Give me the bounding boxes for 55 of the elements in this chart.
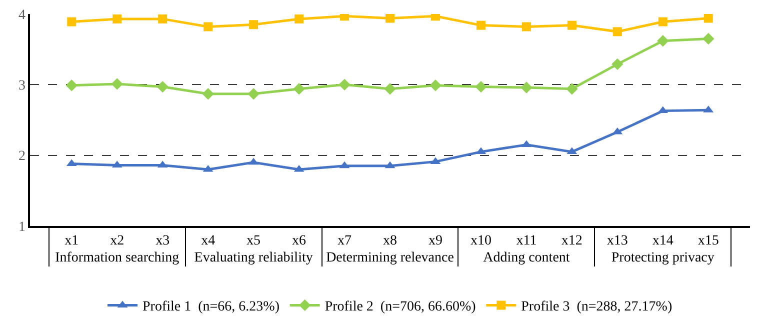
point <box>612 27 622 36</box>
point <box>520 82 532 94</box>
point <box>112 14 122 24</box>
point <box>567 20 576 30</box>
point <box>67 17 76 26</box>
text: Adding content <box>483 250 570 266</box>
x-tick-label: x3 <box>156 234 170 249</box>
point <box>475 80 487 93</box>
x-tick-label: x14 <box>652 234 674 249</box>
text: Evaluating reliability <box>194 250 313 266</box>
x-tick-label: x8 <box>383 234 397 249</box>
point <box>156 80 168 93</box>
x-tick-label: x11 <box>516 234 537 249</box>
point <box>612 58 624 70</box>
point <box>204 22 213 32</box>
point <box>66 80 78 92</box>
point <box>384 83 396 95</box>
point <box>658 17 668 26</box>
point <box>522 22 531 32</box>
x-tick-label: x5 <box>246 234 261 249</box>
y-tick-label: 3 <box>18 78 26 94</box>
x-tick-label: x9 <box>428 234 442 249</box>
x-tick-label: x13 <box>606 234 628 249</box>
point <box>476 20 486 30</box>
text: Information searching <box>55 250 180 266</box>
point <box>704 14 713 23</box>
x-tick-label: x10 <box>470 234 492 249</box>
legend-label: Profile 2 (n=706, 66.60%) <box>324 300 476 315</box>
x-tick-label: x6 <box>292 234 306 249</box>
x-tick-label: x4 <box>201 234 216 249</box>
point <box>430 80 442 92</box>
point <box>249 20 258 30</box>
legend-label: Profile 1 (n=66, 6.23%) <box>142 300 280 315</box>
point <box>338 78 350 91</box>
point <box>386 14 394 23</box>
point <box>202 88 214 100</box>
text: Protecting privacy <box>611 250 714 266</box>
y-tick-label: 4 <box>18 8 26 23</box>
legend-label: Profile 3 (n=288, 27.17%) <box>521 300 672 315</box>
point <box>566 83 578 95</box>
x-tick-label: x7 <box>338 234 352 249</box>
point <box>248 88 260 100</box>
point <box>702 32 714 45</box>
point <box>657 35 669 47</box>
point <box>158 14 168 24</box>
y-tick-label: 1 <box>18 220 26 235</box>
point <box>294 14 304 24</box>
x-tick-label: x1 <box>64 234 79 249</box>
text: Determining relevance <box>326 250 454 266</box>
x-tick-label: x2 <box>110 234 124 249</box>
point <box>293 83 305 95</box>
y-tick-label: 2 <box>18 149 26 164</box>
point <box>111 78 123 90</box>
x-tick-label: x15 <box>698 234 719 249</box>
x-tick-label: x12 <box>561 234 582 249</box>
